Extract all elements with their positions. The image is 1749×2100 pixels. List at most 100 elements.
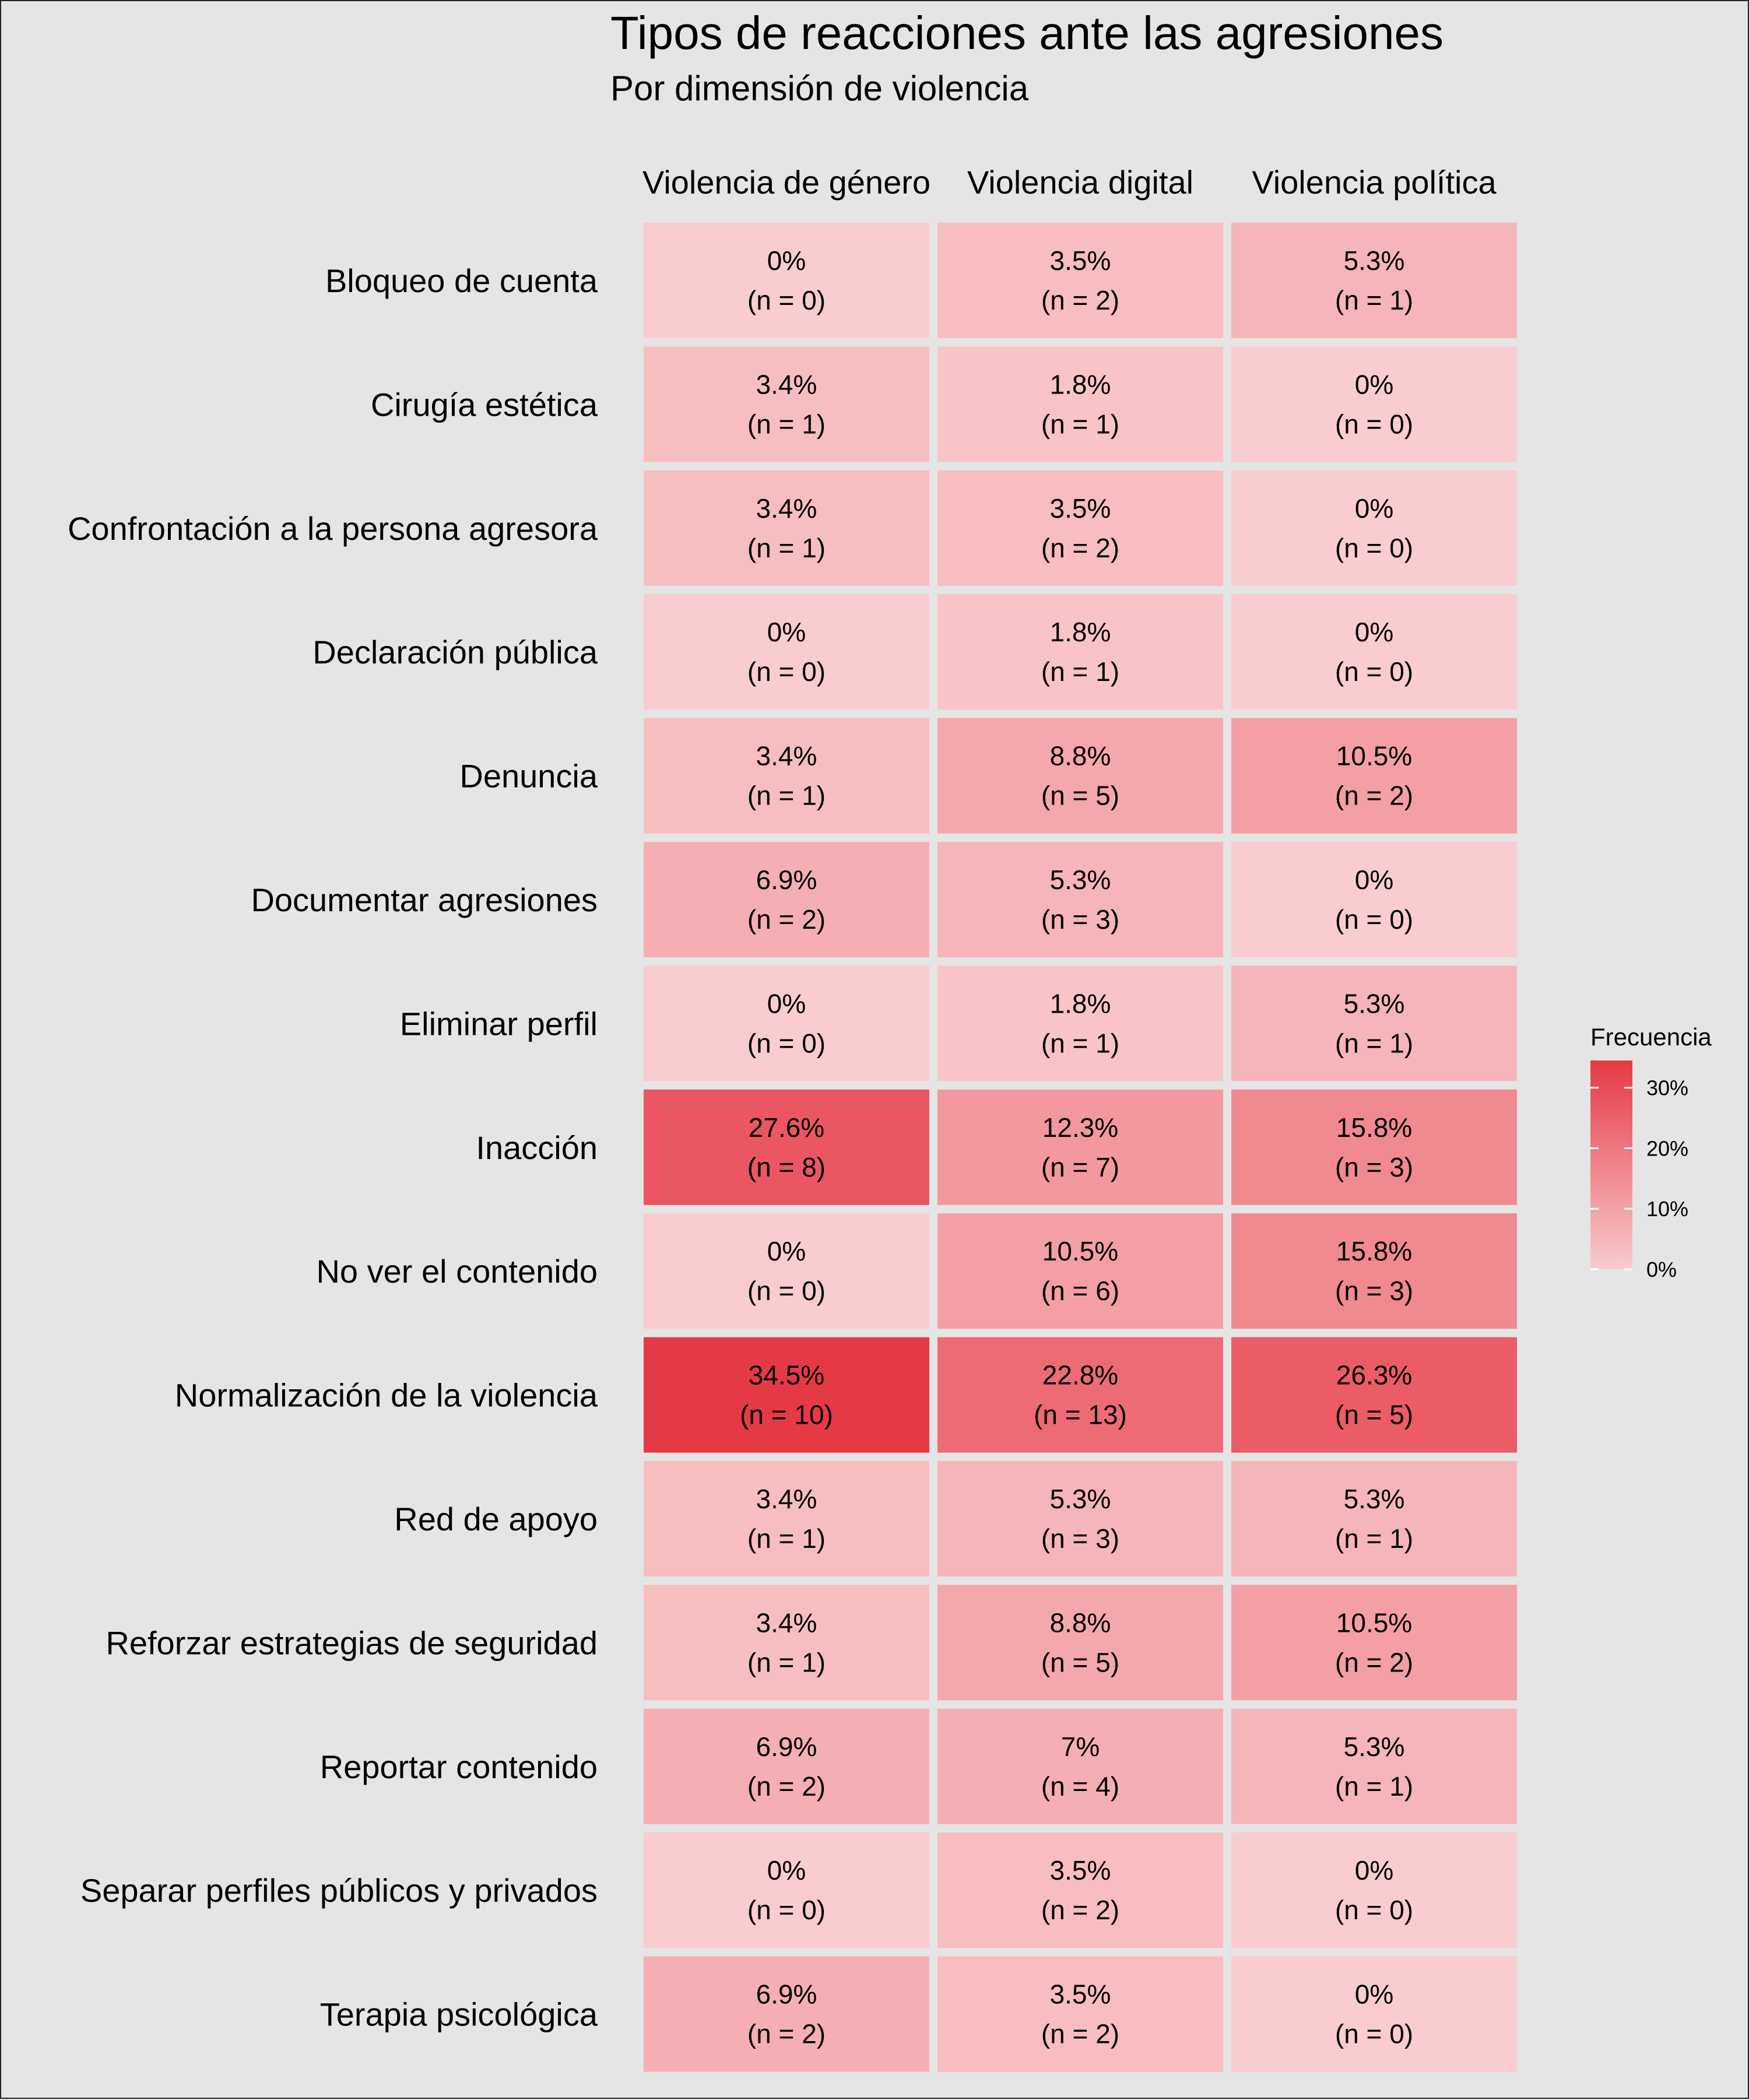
cell-percent-label: 3.4% (756, 493, 817, 524)
cell-percent-label: 3.5% (1050, 493, 1111, 524)
row-label: Normalización de la violencia (175, 1377, 598, 1414)
cell-count-label: (n = 3) (1041, 904, 1119, 935)
heatmap-cell (937, 1461, 1223, 1576)
heatmap-cell (937, 718, 1223, 834)
heatmap-cell (937, 1089, 1223, 1205)
cell-count-label: (n = 1) (1335, 285, 1413, 315)
heatmap-cell (644, 1956, 929, 2072)
row-label: Terapia psicológica (320, 1996, 598, 2033)
row-label: Cirugía estética (371, 386, 598, 423)
cell-count-label: (n = 2) (1335, 781, 1413, 811)
heatmap-cell (1231, 1832, 1517, 1948)
heatmap-cell (644, 965, 929, 1081)
heatmap-cell (1231, 965, 1517, 1081)
row-label: Eliminar perfil (400, 1005, 598, 1042)
cell-percent-label: 8.8% (1050, 1607, 1111, 1638)
cell-count-label: (n = 2) (747, 1771, 826, 1801)
heatmap-cell (937, 1832, 1223, 1948)
legend-ticks: 0% 10% 20% 30% (1590, 1076, 1688, 1281)
cell-percent-label: 0% (1355, 1979, 1393, 2010)
cell-count-label: (n = 5) (1041, 1647, 1119, 1677)
row-label: Reportar contenido (320, 1748, 598, 1785)
cell-count-label: (n = 2) (1335, 1647, 1413, 1677)
cell-percent-label: 0% (1355, 369, 1393, 399)
cell-count-label: (n = 1) (747, 1647, 826, 1677)
column-label: Violencia de género (642, 164, 930, 201)
heatmap-cell (937, 223, 1223, 338)
heatmap-cell (937, 1337, 1223, 1453)
cell-count-label: (n = 6) (1041, 1276, 1119, 1306)
row-label: Denuncia (459, 758, 598, 795)
cell-count-label: (n = 2) (747, 2019, 826, 2049)
cell-count-label: (n = 1) (1041, 409, 1119, 439)
cell-count-label: (n = 0) (747, 1276, 826, 1306)
heatmap-cell (937, 1956, 1223, 2072)
heatmap-cell (1231, 1585, 1517, 1701)
cell-count-label: (n = 10) (740, 1400, 833, 1430)
cell-percent-label: 10.5% (1336, 1607, 1412, 1638)
heatmap-cell (644, 1337, 929, 1453)
heatmap-cell (1231, 223, 1517, 338)
cell-percent-label: 12.3% (1042, 1112, 1118, 1143)
legend-tick-label: 10% (1646, 1197, 1688, 1221)
cell-count-label: (n = 0) (1335, 409, 1413, 439)
legend-color-bar (1590, 1060, 1632, 1269)
cell-count-label: (n = 2) (1041, 285, 1119, 315)
cell-percent-label: 0% (1355, 617, 1393, 647)
cell-percent-label: 0% (767, 245, 806, 276)
cell-count-label: (n = 2) (1041, 1895, 1119, 1925)
cell-count-label: (n = 1) (747, 781, 826, 811)
heatmap-cell (644, 1089, 929, 1205)
heatmap-cell (937, 594, 1223, 710)
heatmap-cell (644, 594, 929, 710)
cell-percent-label: 8.8% (1050, 741, 1111, 771)
cell-count-label: (n = 1) (747, 1523, 826, 1554)
cell-percent-label: 3.4% (756, 1607, 817, 1638)
cell-count-label: (n = 1) (747, 533, 826, 563)
cell-percent-label: 0% (1355, 1855, 1393, 1885)
cell-percent-label: 5.3% (1344, 988, 1405, 1019)
cell-percent-label: 5.3% (1050, 1484, 1111, 1514)
cell-percent-label: 22.8% (1042, 1360, 1118, 1390)
cell-percent-label: 15.8% (1336, 1112, 1412, 1143)
cell-count-label: (n = 0) (1335, 1895, 1413, 1925)
cell-count-label: (n = 0) (747, 1895, 826, 1925)
cell-percent-label: 1.8% (1050, 369, 1111, 399)
cell-percent-label: 1.8% (1050, 617, 1111, 647)
cell-count-label: (n = 0) (1335, 2019, 1413, 2049)
heatmap-cell (1231, 1708, 1517, 1824)
legend-tick-label: 20% (1646, 1136, 1688, 1160)
column-label: Violencia política (1252, 164, 1497, 201)
cell-count-label: (n = 1) (1041, 656, 1119, 687)
heatmap-cell (937, 1213, 1223, 1329)
row-label: Red de apoyo (394, 1501, 598, 1537)
heatmap-cell (1231, 470, 1517, 586)
cell-count-label: (n = 0) (1335, 656, 1413, 687)
cell-percent-label: 3.4% (756, 369, 817, 399)
column-labels: Violencia de género Violencia digital Viol… (642, 164, 1497, 201)
cell-percent-label: 3.5% (1050, 1855, 1111, 1885)
heatmap-cells: 0% (n = 0) 3.5% (n = 2) 5.3% (n = 1) 3.4% (n = … (644, 223, 1517, 2072)
row-label: Declaración pública (312, 634, 598, 670)
cell-count-label: (n = 0) (1335, 904, 1413, 935)
cell-percent-label: 0% (1355, 493, 1393, 524)
heatmap-cell (644, 346, 929, 462)
heatmap-cell (1231, 718, 1517, 834)
heatmap-cell (644, 1832, 929, 1948)
legend-title: Frecuencia (1590, 1023, 1712, 1051)
cell-count-label: (n = 1) (747, 409, 826, 439)
heatmap-cell (1231, 1337, 1517, 1453)
heatmap-cell (644, 1708, 929, 1824)
heatmap-cell (644, 1213, 929, 1329)
cell-count-label: (n = 1) (1335, 1028, 1413, 1058)
heatmap-cell (644, 718, 929, 834)
cell-percent-label: 0% (1355, 865, 1393, 895)
chart-title: Tipos de reacciones ante las agresiones (610, 7, 1444, 59)
heatmap-cell (937, 470, 1223, 586)
heatmap-cell (1231, 1956, 1517, 2072)
heatmap-cell (937, 346, 1223, 462)
cell-percent-label: 26.3% (1336, 1360, 1412, 1390)
cell-count-label: (n = 1) (1041, 1028, 1119, 1058)
